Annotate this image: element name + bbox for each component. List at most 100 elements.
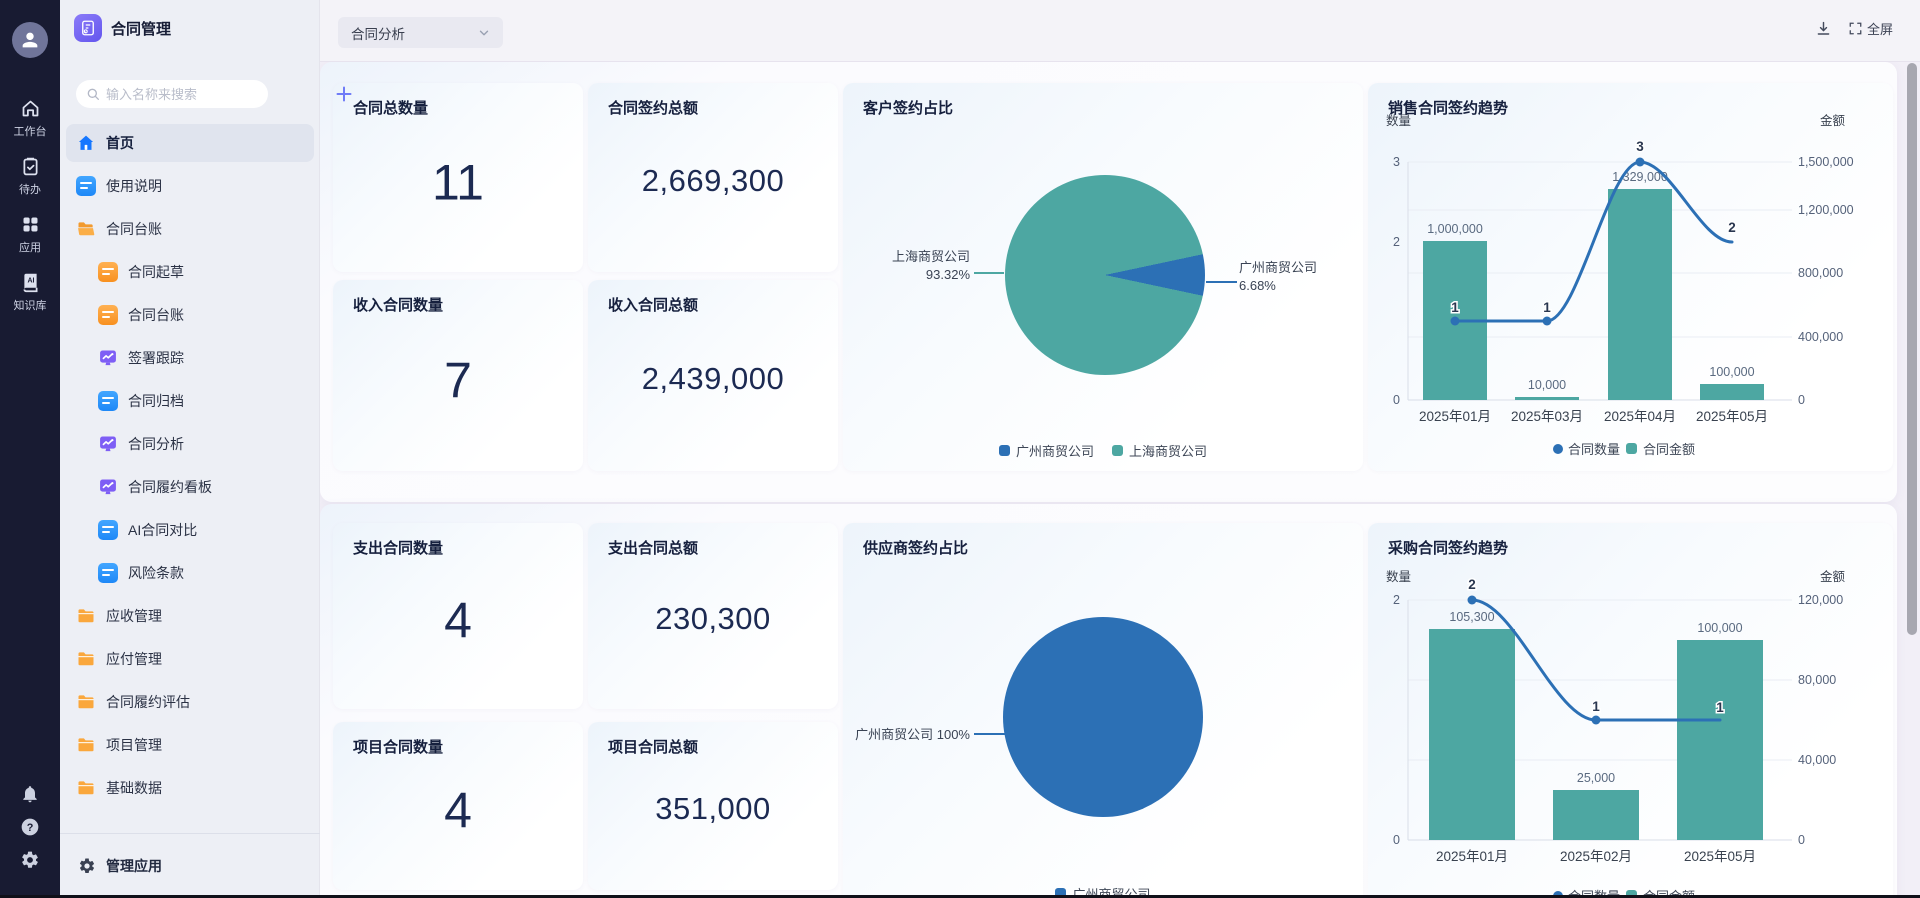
legend-item[interactable]: 广州商贸公司 [1055,884,1151,898]
rail-item-label: 工作台 [13,126,47,138]
chart-legend[interactable]: 合同数量 合同金额 [1553,442,1695,457]
rail-item-workbench[interactable]: 工作台 [14,98,47,139]
customer-pie-card: 客户签约占比 上海商贸公司 93.32% 广州商贸公司 6.68% 广州商贸公司… [843,83,1363,471]
chart-monitor-icon [100,436,116,452]
document-icon [76,176,96,196]
sidebar-item-signing-tracking[interactable]: 签署跟踪 [66,339,314,377]
x-tick: 2025年01月 [1436,849,1508,864]
stat-card-project-amount: 项目合同总额 351,000 [588,722,838,890]
sidebar-item-usage-guide[interactable]: 使用说明 [66,167,314,205]
sidebar-menu: 首页 使用说明 合同台账 合同起草 合同台账 签署跟踪 合同归档 合同分析 [66,124,314,807]
window-bottom-edge [0,895,1920,898]
bar-label: 100,000 [1709,365,1754,379]
help-icon[interactable]: ? [20,817,40,837]
right-tick: 80,000 [1798,673,1836,687]
sidebar-item-project-management[interactable]: 项目管理 [66,726,314,764]
search-input[interactable] [76,80,268,108]
add-button[interactable] [334,84,354,104]
stat-value: 4 [444,782,472,839]
chart-title: 供应商签约占比 [863,540,969,557]
x-tick: 2025年05月 [1696,409,1768,424]
folder-icon [78,609,94,623]
line-label: 1 [1543,300,1551,315]
stat-value: 7 [444,352,472,409]
fullscreen-button[interactable]: 全屏 [1848,19,1893,38]
sidebar-item-home[interactable]: 首页 [66,124,314,162]
stat-title: 项目合同数量 [353,739,444,756]
sidebar-item-label: 合同分析 [128,436,184,452]
fullscreen-icon [1849,22,1862,35]
manage-app-button[interactable]: 管理应用 [60,833,320,898]
sidebar-item-contract-archive[interactable]: 合同归档 [66,382,314,420]
sidebar-item-label: 合同履约评估 [106,694,190,710]
sidebar-item-contract-ledger[interactable]: 合同台账 [66,296,314,334]
sidebar-item-label: 基础数据 [106,780,162,796]
svg-text:合同金额: 合同金额 [1643,889,1695,898]
legend-item[interactable]: 上海商贸公司 [1112,441,1207,460]
customer-pie[interactable] [1005,175,1205,375]
sidebar-item-receivables[interactable]: 应收管理 [66,597,314,635]
avatar[interactable] [12,22,48,58]
sidebar-item-performance-board[interactable]: 合同履约看板 [66,468,314,506]
knowledge-book-ai-icon: AI [23,273,37,293]
bar [1553,790,1639,840]
app-logo-icon [74,14,102,42]
pie-label-shanghai: 上海商贸公司 93.32% [891,249,970,282]
amount-bars[interactable] [1429,629,1763,840]
document-icon [98,391,118,411]
bar [1429,629,1515,840]
left-tick: 2 [1393,593,1400,607]
right-tick: 0 [1798,393,1805,407]
sidebar-item-contract-draft[interactable]: 合同起草 [66,253,314,291]
dashboard-selector[interactable]: 合同分析 [338,17,503,48]
workbench-home-icon [22,100,38,117]
sidebar-item-label: 合同台账 [128,307,184,323]
manage-app-label: 管理应用 [106,858,162,874]
sidebar-item-base-data[interactable]: 基础数据 [66,769,314,807]
sidebar-item-performance-evaluation[interactable]: 合同履约评估 [66,683,314,721]
sidebar-item-contract-ledger-group[interactable]: 合同台账 [66,210,314,248]
left-axis-name: 数量 [1386,113,1411,128]
rail-item-apps[interactable]: 应用 [19,214,41,255]
sidebar-item-label: 应收管理 [106,608,162,624]
rail-item-label: 知识库 [13,300,47,312]
stat-card-project-count: 项目合同数量 4 [333,722,583,890]
bar-label: 100,000 [1697,621,1742,635]
sidebar-item-ai-contract-compare[interactable]: AI合同对比 [66,511,314,549]
svg-text:AI: AI [27,278,34,285]
document-icon [98,305,118,325]
settings-gear-icon[interactable] [20,850,40,870]
chart-monitor-icon [100,479,116,495]
x-tick: 2025年05月 [1684,849,1756,864]
stat-title: 支出合同总额 [608,540,699,557]
stat-title: 支出合同数量 [353,540,444,557]
sidebar-item-label: 合同起草 [128,264,184,280]
supplier-pie[interactable] [1003,617,1203,817]
sidebar-item-risk-clauses[interactable]: 风险条款 [66,554,314,592]
right-tick: 800,000 [1798,266,1843,280]
legend-item[interactable]: 广州商贸公司 [998,441,1094,460]
stat-value: 351,000 [655,790,771,826]
sidebar-item-label: 合同台账 [106,221,162,237]
stat-card-income-amount: 收入合同总额 2,439,000 [588,280,838,471]
pie-legend: 广州商贸公司 上海商贸公司 [843,441,1363,460]
document-icon [98,563,118,583]
right-tick: 1,200,000 [1798,203,1854,217]
sidebar-item-label: 使用说明 [106,178,162,194]
rail-item-knowledge[interactable]: AI 知识库 [14,272,47,313]
sidebar-item-contract-analysis[interactable]: 合同分析 [66,425,314,463]
download-button[interactable] [1815,20,1832,37]
stat-title: 合同总数量 [353,100,429,117]
left-tick: 0 [1393,393,1400,407]
left-tick: 2 [1393,235,1400,249]
pie-legend: 广州商贸公司 [843,884,1363,898]
purchase-trend-chart: 数量 金额 2 0 120,000 80,000 40,000 0 105,30… [1386,569,1846,898]
bar-label: 10,000 [1528,378,1566,392]
sidebar-item-payables[interactable]: 应付管理 [66,640,314,678]
sales-trend-card: 销售合同签约趋势 数量 金额 3 2 0 1,500,000 1,200,000… [1368,83,1893,471]
rail-item-todo[interactable]: 待办 [19,156,41,197]
vertical-scrollbar[interactable] [1907,63,1917,635]
stat-card-total-count: 合同总数量 11 [333,83,583,272]
bell-icon[interactable] [20,784,40,804]
right-axis-name: 金额 [1820,113,1846,128]
